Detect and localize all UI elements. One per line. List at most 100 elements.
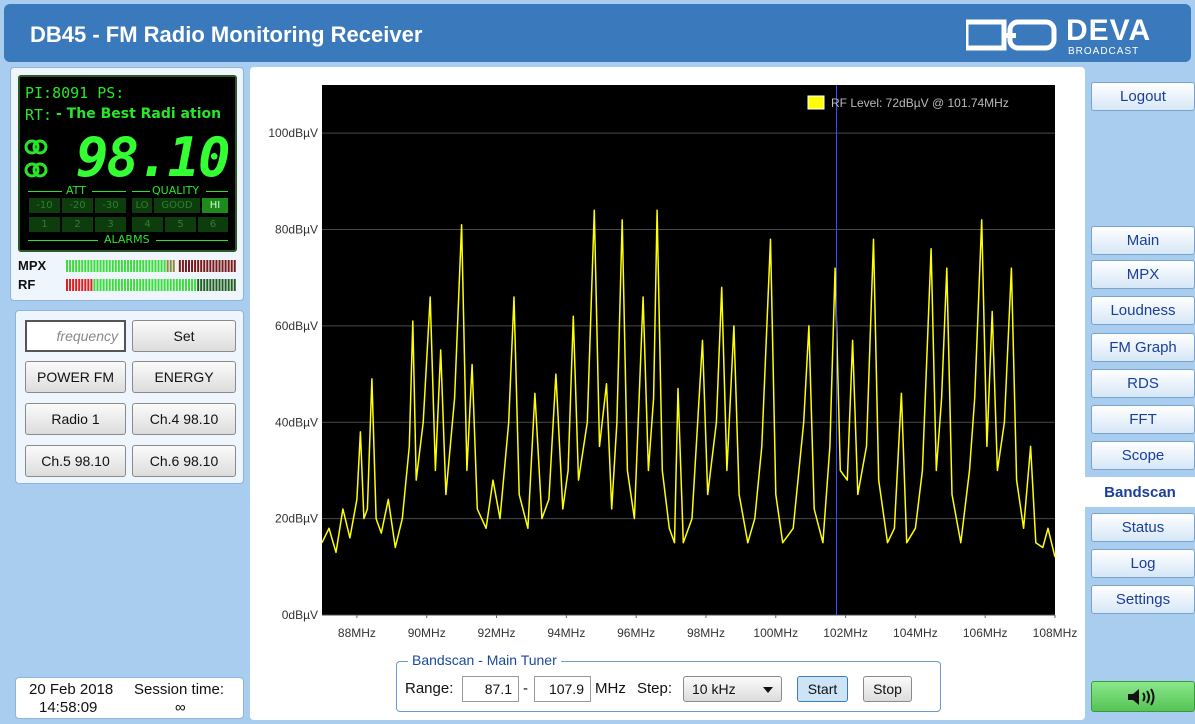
range-label: Range: [405,680,454,697]
meter-segment [212,279,215,291]
x-tick-label: 108MHz [1033,626,1078,640]
meter-segment [178,279,181,291]
att-cell: -20 [62,198,93,213]
preset-button[interactable]: Ch.4 98.10 [132,403,236,435]
quality-cell: HI [202,198,228,213]
set-button[interactable]: Set [132,320,236,352]
icon-ring [24,139,40,155]
preset-button[interactable]: POWER FM [25,361,126,393]
meter-segment [108,260,111,272]
nav-button[interactable]: Main [1091,226,1195,255]
start-button[interactable]: Start [797,676,848,702]
nav-button[interactable]: Scope [1091,441,1195,470]
meter-segment [233,260,236,272]
nav-button[interactable]: MPX [1091,260,1195,289]
meter-segment [166,260,169,272]
preset-button[interactable]: Ch.6 98.10 [132,445,236,477]
meter-segment [163,279,166,291]
quality-cell: LO [132,198,152,213]
meter-segment [184,260,187,272]
nav-button[interactable]: RDS [1091,369,1195,398]
bandscan-chart: 0dBµV 20dBµV 40dBµV 60dBµV 80dBµV 100dBµV 88MH… [268,85,1078,640]
y-tick-label: 60dBµV [275,319,318,333]
range-to-input[interactable]: 107.9 [534,676,591,702]
range-separator: - [523,680,528,697]
meter-segment [66,279,68,291]
meter-segment [105,260,108,272]
meter-segment [212,260,215,272]
meter-segment [206,260,209,272]
nav-button[interactable]: Loudness [1091,296,1195,325]
y-tick-label: 20dBµV [275,512,318,526]
nav-button[interactable]: Settings [1091,585,1195,614]
unit-label: MHz [595,680,626,697]
nav-button[interactable]: FFT [1091,405,1195,434]
meter-segment [157,260,160,272]
arrow-shape [763,687,773,693]
x-tick-label: 100MHz [753,626,798,640]
x-tick-label: 90MHz [408,626,446,640]
frequency-input[interactable]: frequency [25,320,126,352]
x-tick-label: 88MHz [338,626,376,640]
frame-line [132,191,150,192]
x-tick-label: 104MHz [893,626,938,640]
meter-segment [90,260,93,272]
meter-segment [163,260,166,272]
level-meters [66,260,236,291]
meter-segment [154,260,157,272]
meter-segment [123,260,126,272]
meter-segment [127,279,129,291]
meter-segment [209,279,212,291]
nav-button[interactable]: Status [1091,513,1195,542]
y-tick-label: 0dBµV [282,608,318,622]
stop-button[interactable]: Stop [863,676,912,702]
meter-segment [215,279,218,291]
meter-segment [230,260,233,272]
date: 20 Feb 2018 [29,681,114,698]
meter-segment [84,279,87,291]
meter-segment [148,279,151,291]
logo-shape [1007,19,1057,51]
meter-segment [172,279,175,291]
meter-segment [102,279,105,291]
logout-button[interactable]: Logout [1091,82,1195,111]
meter-segment [203,279,206,291]
meter-segment [120,260,123,272]
meter-segment [72,260,75,272]
preset-button[interactable]: Radio 1 [25,403,126,435]
app-title: DB45 - FM Radio Monitoring Receiver [30,22,423,47]
meter-segment [206,279,209,291]
nav-button[interactable]: FM Graph [1091,333,1195,362]
meter-segment [181,279,184,291]
meter-segment [200,279,203,291]
step-label: Step: [637,680,673,697]
session-time: ∞ [175,699,186,716]
x-tick-label: 98MHz [687,626,725,640]
preset-button[interactable]: ENERGY [132,361,236,393]
att-cell: -10 [29,198,60,213]
range-from-input[interactable]: 87.1 [462,676,519,702]
meter-segment [78,279,81,291]
meter-segment [117,279,120,291]
meter-segment [191,260,194,272]
att-cell: -30 [95,198,126,213]
meter-segment [151,279,154,291]
meter-segment [157,279,160,291]
meter-segment [81,279,84,291]
meter-segment [227,279,230,291]
nav-button[interactable]: Bandscan [1085,477,1195,507]
meter-segment [209,260,212,272]
meter-segment [227,260,230,272]
nav-button[interactable]: Log [1091,549,1195,578]
meter-segment [221,279,224,291]
y-tick-label: 40dBµV [275,415,318,429]
meter-segment [78,260,81,272]
y-tick-label: 80dBµV [275,223,318,237]
meter-segment [111,260,114,272]
preset-button[interactable]: Ch.5 98.10 [25,445,126,477]
step-select[interactable]: 10 kHz [683,676,782,702]
meter-segment [224,279,227,291]
meter-segment [188,279,190,291]
sound-button[interactable] [1091,681,1195,712]
